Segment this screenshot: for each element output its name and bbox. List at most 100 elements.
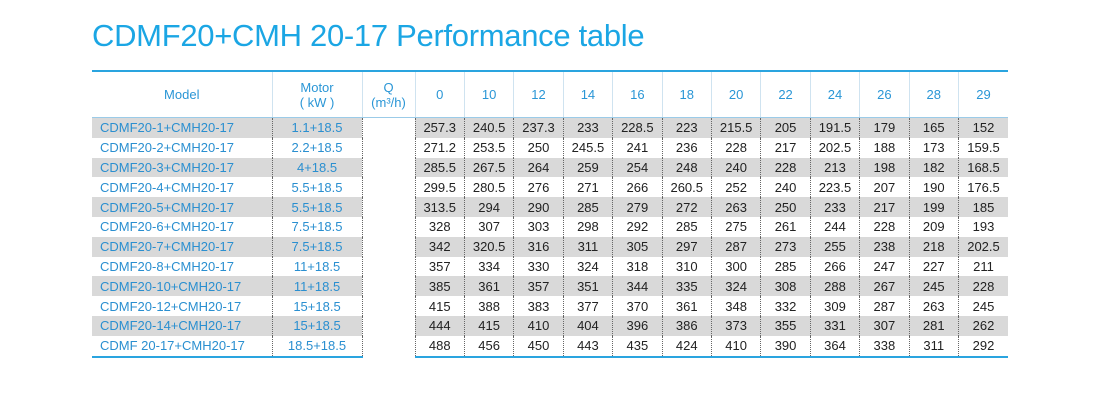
head-value: 285	[661, 216, 712, 237]
data-row: CDMF 20-17+CMH20-17 18.5+18.5 488 456 450 443…	[92, 335, 1008, 358]
head-value: 404	[562, 315, 613, 336]
motor-cell: 2.2+18.5	[271, 137, 363, 158]
head-value: 305	[612, 236, 663, 257]
header-flow: 18	[661, 70, 712, 118]
head-value: 271	[562, 177, 613, 198]
head-value: 361	[661, 296, 712, 316]
head-value: 285	[562, 197, 613, 217]
head-value: 211	[957, 256, 1008, 277]
head-value: 198	[859, 157, 910, 178]
head-value: 244	[809, 216, 860, 237]
head-value: 355	[760, 315, 811, 336]
head-value: 285	[760, 256, 811, 277]
head-value: 330	[513, 256, 564, 277]
head-value: 255	[809, 236, 860, 257]
motor-cell: 1.1+18.5	[271, 117, 363, 138]
head-value: 168.5	[957, 157, 1008, 178]
head-value: 209	[908, 216, 959, 237]
head-value: 300	[710, 256, 761, 277]
header-flow: 20	[710, 70, 761, 118]
head-value: 307	[859, 315, 910, 336]
head-value: 311	[908, 335, 959, 358]
head-value: 410	[513, 315, 564, 336]
head-value: 328	[414, 216, 465, 237]
head-value: 344	[612, 276, 663, 297]
data-row: CDMF20-12+CMH20-17 15+18.5 415 388 383 377 370…	[92, 296, 1008, 316]
head-value: 240.5	[463, 117, 514, 138]
head-value: 250	[513, 137, 564, 158]
header-motor: Motor( kW )	[271, 70, 363, 118]
head-value: 396	[612, 315, 663, 336]
head-value: 309	[809, 296, 860, 316]
head-value: 152	[957, 117, 1008, 138]
header-motor-line: ( kW )	[299, 94, 335, 110]
head-value: 223.5	[809, 177, 860, 198]
header-flow: 22	[760, 70, 811, 118]
model-cell: CDMF20-7+CMH20-17	[92, 236, 273, 257]
head-value: 205	[760, 117, 811, 138]
head-value: 444	[414, 315, 465, 336]
model-cell: CDMF20-6+CMH20-17	[100, 219, 235, 235]
head-value: 320.5	[463, 236, 514, 257]
head-value: 271.2	[414, 137, 465, 158]
head-value: 318	[612, 256, 663, 277]
head-value: 213	[809, 157, 860, 178]
head-value: 165	[908, 117, 959, 138]
head-value: 245.5	[562, 137, 613, 158]
head-label-cell	[361, 117, 416, 357]
head-value: 450	[513, 335, 564, 358]
head-value: 245	[908, 276, 959, 297]
head-value: 287	[710, 236, 761, 257]
head-value: 388	[463, 296, 514, 316]
head-value: 228	[957, 276, 1008, 297]
head-value: 233	[562, 117, 613, 138]
head-value: 185	[957, 197, 1008, 217]
head-value: 311	[562, 236, 613, 257]
head-value: 267	[859, 276, 910, 297]
head-value: 223	[661, 117, 712, 138]
head-value: 324	[562, 256, 613, 277]
head-value: 370	[612, 296, 663, 316]
head-value: 252	[710, 177, 761, 198]
head-value: 217	[760, 137, 811, 158]
header-flow: 14	[562, 70, 613, 118]
head-value: 173	[908, 137, 959, 158]
head-value: 331	[809, 315, 860, 336]
head-value: 351	[562, 276, 613, 297]
head-value: 298	[562, 216, 613, 237]
model-cell: CDMF 20-17+CMH20-17	[92, 335, 273, 358]
head-value: 266	[809, 256, 860, 277]
data-row: CDMF20-3+CMH20-17 4+18.5 285.5 267.5 264 259 2…	[92, 157, 1008, 178]
motor-cell: 15+18.5	[271, 296, 363, 316]
head-value: 266	[612, 177, 663, 198]
head-value: 415	[414, 296, 465, 316]
head-value: 272	[661, 197, 712, 217]
head-value: 199	[908, 197, 959, 217]
head-value: 263	[908, 296, 959, 316]
head-value: 288	[809, 276, 860, 297]
head-value: 233	[809, 197, 860, 217]
head-value: 228.5	[612, 117, 663, 138]
head-value: 263	[710, 197, 761, 217]
head-value: 228	[760, 157, 811, 178]
head-value: 262	[957, 315, 1008, 336]
head-value: 303	[513, 216, 564, 237]
data-row: CDMF20-14+CMH20-17 15+18.5 444 415 410 404 396…	[92, 315, 1008, 336]
head-value: 299.5	[414, 177, 465, 198]
head-value: 241	[612, 137, 663, 158]
header-q: Q (m³/h)	[361, 70, 416, 118]
model-cell: CDMF20-3+CMH20-17	[92, 157, 273, 178]
head-value: 287	[859, 296, 910, 316]
head-value: 280.5	[463, 177, 514, 198]
head-value: 390	[760, 335, 811, 358]
header-flow: 16	[612, 70, 663, 118]
head-value: 308	[760, 276, 811, 297]
motor-cell: 5.5+18.5	[271, 177, 363, 198]
head-value: 202.5	[809, 137, 860, 158]
head-value: 257.3	[414, 117, 465, 138]
head-value: 290	[513, 197, 564, 217]
header-flow: 0	[414, 70, 465, 118]
head-value: 215.5	[710, 117, 761, 138]
head-value: 179	[859, 117, 910, 138]
head-value: 159.5	[957, 137, 1008, 158]
